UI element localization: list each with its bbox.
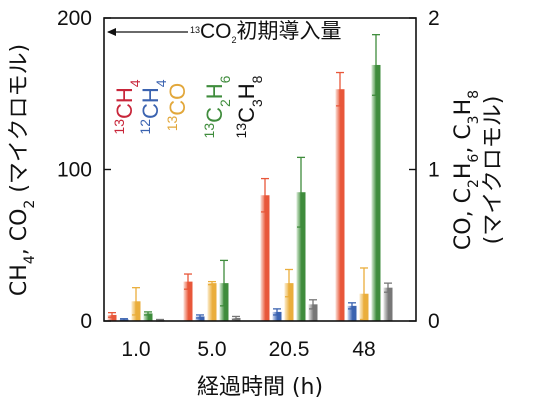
bar-1-1.0 — [107, 314, 117, 321]
right-tick-label: 0 — [428, 310, 440, 333]
bar-4-20.5 — [296, 192, 306, 321]
bars-layer — [107, 34, 393, 322]
bar-2-20.5 — [272, 311, 282, 321]
legend-entry-1: 13CH4 — [111, 79, 143, 134]
plot-frame — [103, 17, 417, 322]
right-axis-title-unit: (マイクロモル) — [481, 96, 506, 245]
annotation-arrowhead — [107, 28, 116, 36]
right-tick-label: 2 — [428, 7, 440, 30]
axes-layer — [103, 17, 417, 322]
x-tick-label: 48 — [352, 338, 375, 361]
bar-4-48 — [371, 64, 381, 321]
x-tick-label: 5.0 — [197, 338, 226, 361]
bar-2-48 — [347, 305, 357, 321]
bar-4-1.0 — [143, 313, 153, 321]
bar-1-48 — [335, 89, 345, 321]
legend-entry-3: 13CO — [164, 83, 190, 132]
x-tick-label: 20.5 — [269, 338, 310, 361]
bar-3-5.0 — [207, 283, 217, 321]
legend-entry-2: 12CH4 — [137, 79, 169, 134]
annotation-text: 13CO2初期導入量 — [190, 20, 342, 45]
legend-entry-5: 13C3H8 — [233, 75, 265, 138]
left-tick-label: 200 — [57, 7, 92, 30]
x-axis-title: 経過時間 (h) — [197, 375, 323, 400]
left-tick-label: 0 — [80, 310, 92, 333]
right-axis-title: CO, C2H6, C3H8 — [451, 90, 482, 250]
left-tick-label: 100 — [57, 159, 92, 182]
bar-5-20.5 — [308, 304, 318, 321]
labels-layer: 0 100 200 0 1 2 1.0 5.0 20.5 48 経過時間 (h) CH4, CO2 (… — [7, 7, 506, 400]
bar-5-48 — [383, 287, 393, 321]
right-tick-label: 1 — [428, 159, 440, 182]
legend-entry-4: 13C2H6 — [201, 75, 233, 138]
bar-1-5.0 — [183, 281, 193, 321]
bar-2-5.0 — [195, 316, 205, 321]
bar-3-20.5 — [284, 283, 294, 321]
x-tick-label: 1.0 — [121, 338, 150, 361]
left-axis-title: CH4, CO2 (マイクロモル) — [7, 44, 38, 296]
bar-1-20.5 — [260, 195, 270, 321]
